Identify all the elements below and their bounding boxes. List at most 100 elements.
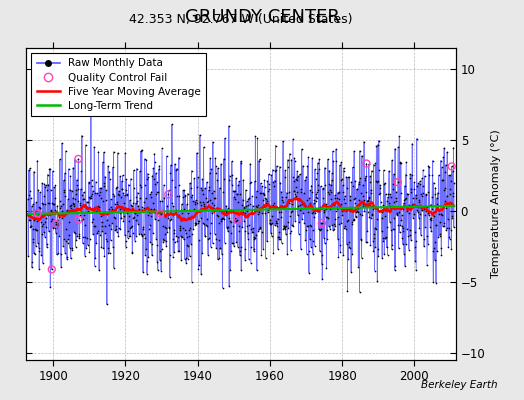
Point xyxy=(300,202,308,208)
Point xyxy=(351,194,359,201)
Point xyxy=(92,240,101,246)
Point xyxy=(359,196,368,203)
Point xyxy=(370,230,378,237)
Point xyxy=(64,166,73,172)
Point xyxy=(404,191,412,197)
Point xyxy=(366,179,374,186)
Point xyxy=(303,223,311,230)
Point xyxy=(82,204,91,211)
Point xyxy=(123,209,132,216)
Point xyxy=(418,175,426,182)
Point xyxy=(161,212,169,218)
Point xyxy=(269,202,277,208)
Point xyxy=(365,194,374,200)
Point xyxy=(112,226,120,232)
Point xyxy=(234,244,242,250)
Point xyxy=(141,195,150,201)
Point xyxy=(331,195,339,201)
Point xyxy=(438,164,446,170)
Point xyxy=(316,183,325,190)
Point xyxy=(367,168,376,174)
Point xyxy=(382,204,390,210)
Point xyxy=(450,224,458,230)
Point xyxy=(45,200,53,206)
Point xyxy=(71,230,79,236)
Point xyxy=(125,218,134,224)
Point xyxy=(429,278,438,285)
Point xyxy=(201,232,209,239)
Point xyxy=(115,192,124,198)
Point xyxy=(273,222,281,229)
Point xyxy=(419,190,428,197)
Point xyxy=(136,168,144,174)
Point xyxy=(267,230,275,236)
Point xyxy=(390,198,399,205)
Point xyxy=(236,191,245,197)
Point xyxy=(366,173,374,179)
Point xyxy=(242,187,250,193)
Point xyxy=(310,214,318,220)
Point xyxy=(410,179,419,186)
Point xyxy=(169,203,178,209)
Point xyxy=(394,179,402,185)
Point xyxy=(102,197,110,203)
Point xyxy=(354,209,362,216)
Point xyxy=(157,267,165,274)
Point xyxy=(397,160,405,166)
Point xyxy=(42,215,50,222)
Point xyxy=(306,200,314,207)
Point xyxy=(138,233,147,239)
Point xyxy=(297,246,305,252)
Point xyxy=(290,178,298,184)
Point xyxy=(380,234,389,241)
Point xyxy=(440,223,449,230)
Point xyxy=(164,191,172,198)
Point xyxy=(172,206,180,213)
Point xyxy=(299,199,308,206)
Point xyxy=(317,220,325,226)
Point xyxy=(308,238,316,244)
Point xyxy=(312,198,320,204)
Point xyxy=(426,216,434,222)
Point xyxy=(37,213,45,220)
Point xyxy=(249,248,258,254)
Point xyxy=(339,182,347,188)
Point xyxy=(395,245,403,252)
Point xyxy=(319,186,327,192)
Point xyxy=(398,225,407,231)
Point xyxy=(163,228,171,235)
Point xyxy=(190,213,198,219)
Point xyxy=(125,232,134,239)
Point xyxy=(144,212,152,218)
Point xyxy=(180,256,189,262)
Point xyxy=(121,232,129,239)
Point xyxy=(378,214,386,221)
Point xyxy=(67,255,75,262)
Point xyxy=(30,168,38,175)
Point xyxy=(241,228,249,234)
Point xyxy=(302,227,310,234)
Point xyxy=(148,172,157,179)
Point xyxy=(75,212,84,218)
Point xyxy=(168,200,176,206)
Point xyxy=(440,220,448,226)
Point xyxy=(393,205,401,212)
Point xyxy=(72,191,80,197)
Point xyxy=(315,226,323,233)
Point xyxy=(380,251,388,258)
Point xyxy=(211,230,219,237)
Point xyxy=(364,195,373,201)
Point xyxy=(387,205,395,212)
Point xyxy=(441,185,449,191)
Point xyxy=(388,242,397,248)
Point xyxy=(223,224,232,230)
Point xyxy=(26,188,34,195)
Point xyxy=(257,228,266,235)
Point xyxy=(242,203,250,209)
Point xyxy=(148,241,156,247)
Point xyxy=(243,223,252,230)
Point xyxy=(394,210,402,217)
Point xyxy=(301,204,310,210)
Point xyxy=(392,210,401,216)
Point xyxy=(399,228,408,234)
